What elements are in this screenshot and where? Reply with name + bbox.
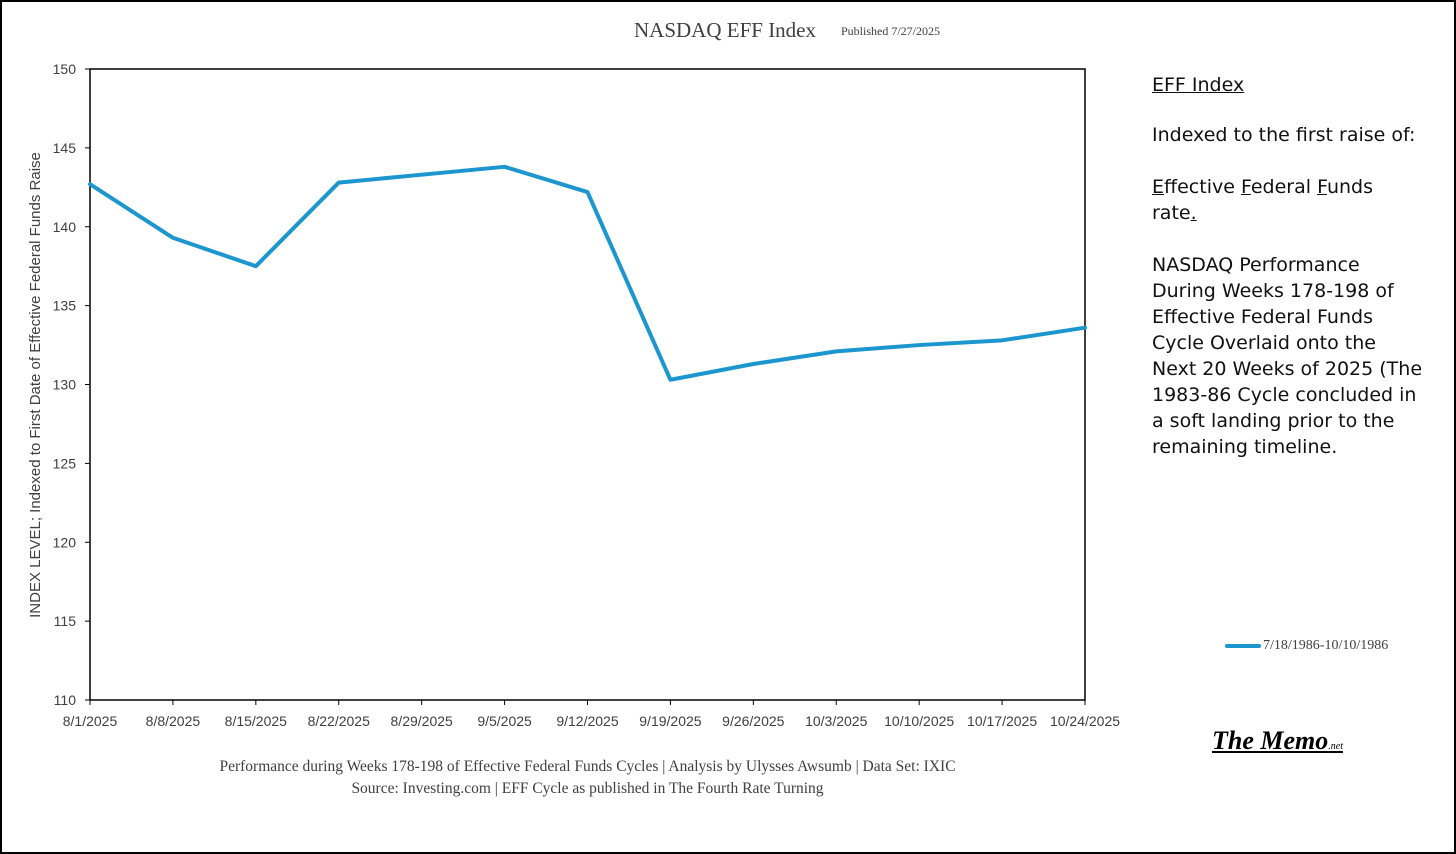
y-axis-label: INDEX LEVEL; Indexed to First Date of Ef… [27,152,44,618]
x-tick-label: 8/29/2025 [391,713,453,729]
x-tick-label: 8/8/2025 [146,713,201,729]
brand-name: The Memo [1212,726,1329,755]
y-tick-label: 120 [53,534,77,550]
x-tick-label: 8/22/2025 [308,713,370,729]
side-panel-indexed-to: Indexed to the first raise of: [1152,124,1416,146]
brand-suffix: .net [1328,741,1343,752]
y-tick-label: 145 [53,140,77,156]
series-line [88,164,1087,382]
y-tick-label: 115 [54,613,77,629]
eff-text-1: ffective [1164,176,1241,198]
x-tick-label: 9/5/2025 [477,713,532,729]
x-tick-label: 10/17/2025 [967,713,1037,729]
eff-initial-e: E [1152,176,1165,198]
eff-text-2: ederal [1250,176,1318,198]
eff-text-dot: . [1190,202,1197,224]
x-tick-label: 10/10/2025 [884,713,954,729]
x-tick-label: 9/12/2025 [556,713,618,729]
x-tick-label: 10/24/2025 [1050,713,1120,729]
side-panel-heading: EFF Index [1152,74,1245,96]
side-panel-description: NASDAQ Performance During Weeks 178-198 … [1152,254,1423,458]
legend-label: 7/18/1986-10/10/1986 [1263,638,1389,653]
y-tick-label: 125 [53,455,77,471]
series-layer [88,164,1087,382]
eff-initial-f: F [1240,176,1251,198]
axes: 110 115 120 125 130 135 140 145 150 8/1/2025 8/8/2… [53,61,1121,729]
footer-line-2: Source: Investing.com | EFF Cycle as pub… [351,780,824,797]
x-tick-label: 10/3/2025 [805,713,867,729]
footer: Performance during Weeks 178-198 of Effe… [0,756,1175,800]
eff-text-rate: rate [1152,202,1191,224]
side-panel: EFF Index Indexed to the first raise of:… [1152,72,1422,486]
brand-logo: The Memo.net [1212,726,1343,756]
chart-title: NASDAQ EFF Index [634,18,817,42]
side-panel-eff-rate: Effective Federal Funds rate. [1152,174,1422,226]
x-tick-label: 9/19/2025 [639,713,701,729]
eff-initial-f2: F [1317,176,1327,198]
y-tick-label: 130 [53,377,77,393]
y-tick-label: 135 [53,298,77,314]
y-tick-label: 140 [53,219,77,235]
y-tick-label: 150 [53,61,77,77]
x-tick-label: 8/1/2025 [63,713,118,729]
legend-swatch [1225,644,1261,648]
eff-text-3: unds [1326,176,1373,198]
footer-line-1: Performance during Weeks 178-198 of Effe… [219,758,956,775]
plot-area-border [89,68,1086,701]
y-tick-label: 110 [54,692,77,708]
x-tick-label: 9/26/2025 [722,713,784,729]
x-tick-label: 8/15/2025 [225,713,287,729]
chart-subtitle: Published 7/27/2025 [841,24,941,38]
legend: 7/18/1986-10/10/1986 [1225,638,1388,654]
